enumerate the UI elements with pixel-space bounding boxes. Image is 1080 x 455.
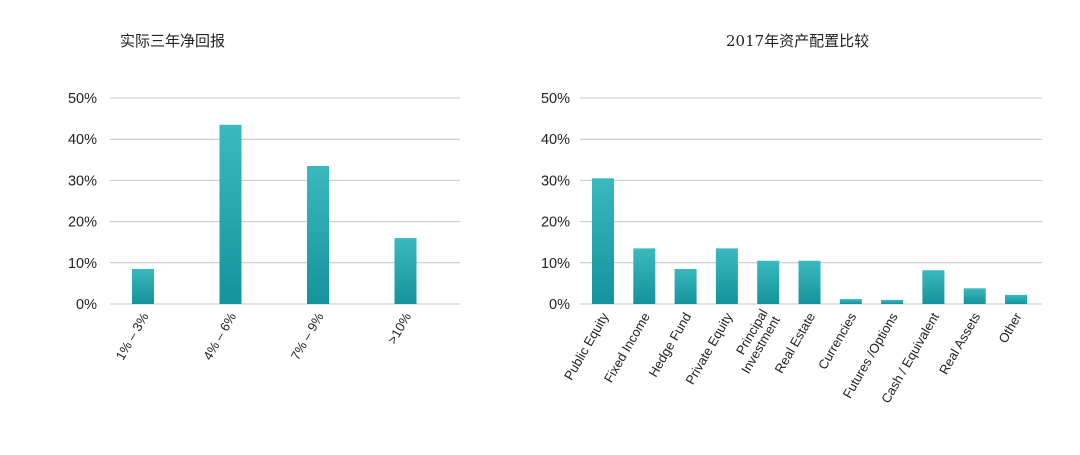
- bar: [839, 299, 862, 304]
- x-tick-label: Hedge Fund: [645, 310, 694, 379]
- y-tick-label: 30%: [541, 173, 570, 189]
- y-tick-label: 10%: [68, 256, 97, 272]
- y-tick-label: 50%: [541, 91, 570, 107]
- x-tick-label: Other: [995, 309, 1025, 345]
- y-tick-label: 0%: [549, 297, 570, 313]
- returns-chart-svg: 0% 10% 20% 30% 40% 50% 1% – 3% 4% – 6% 7% – 9% >1…: [68, 91, 460, 363]
- bar: [715, 248, 738, 304]
- x-tick-label: 1% – 3%: [113, 310, 152, 363]
- x-tick-label: >10%: [384, 310, 414, 347]
- bar: [394, 238, 417, 304]
- y-tick-label: 20%: [68, 215, 97, 231]
- bar: [881, 299, 904, 304]
- bar: [963, 288, 986, 304]
- allocation-chart-title: 2017年资产配置比较: [726, 32, 870, 50]
- bar: [633, 248, 656, 304]
- y-tick-label: 0%: [76, 297, 97, 313]
- y-tick-label: 40%: [541, 132, 570, 148]
- y-tick-label: 20%: [541, 215, 570, 231]
- bar: [1005, 294, 1027, 304]
- bar: [132, 268, 154, 304]
- allocation-chart-panel: 2017年资产配置比较 0% 10% 20% 30% 40% 50% Public Equi…: [540, 0, 1080, 455]
- y-tick-label: 30%: [68, 173, 97, 189]
- x-tick-label: Currencies: [815, 310, 860, 372]
- bar: [219, 124, 242, 304]
- returns-chart-title: 实际三年净回报: [120, 32, 226, 50]
- bar: [922, 270, 945, 304]
- bar: [674, 268, 697, 304]
- y-tick-label: 50%: [68, 91, 97, 107]
- bar: [757, 260, 780, 304]
- x-tick-label: 4% – 6%: [200, 310, 239, 363]
- bar: [307, 165, 329, 304]
- x-tick-label: 7% – 9%: [288, 310, 327, 363]
- x-tick-label: Real Assets: [936, 310, 984, 377]
- y-tick-label: 40%: [68, 132, 97, 148]
- bar: [798, 260, 821, 304]
- returns-chart-panel: 实际三年净回报 0% 10% 20% 30% 40% 50% 1% – 3% 4% – 6% 7…: [68, 32, 460, 363]
- y-tick-label: 10%: [541, 256, 570, 272]
- bar: [592, 178, 614, 304]
